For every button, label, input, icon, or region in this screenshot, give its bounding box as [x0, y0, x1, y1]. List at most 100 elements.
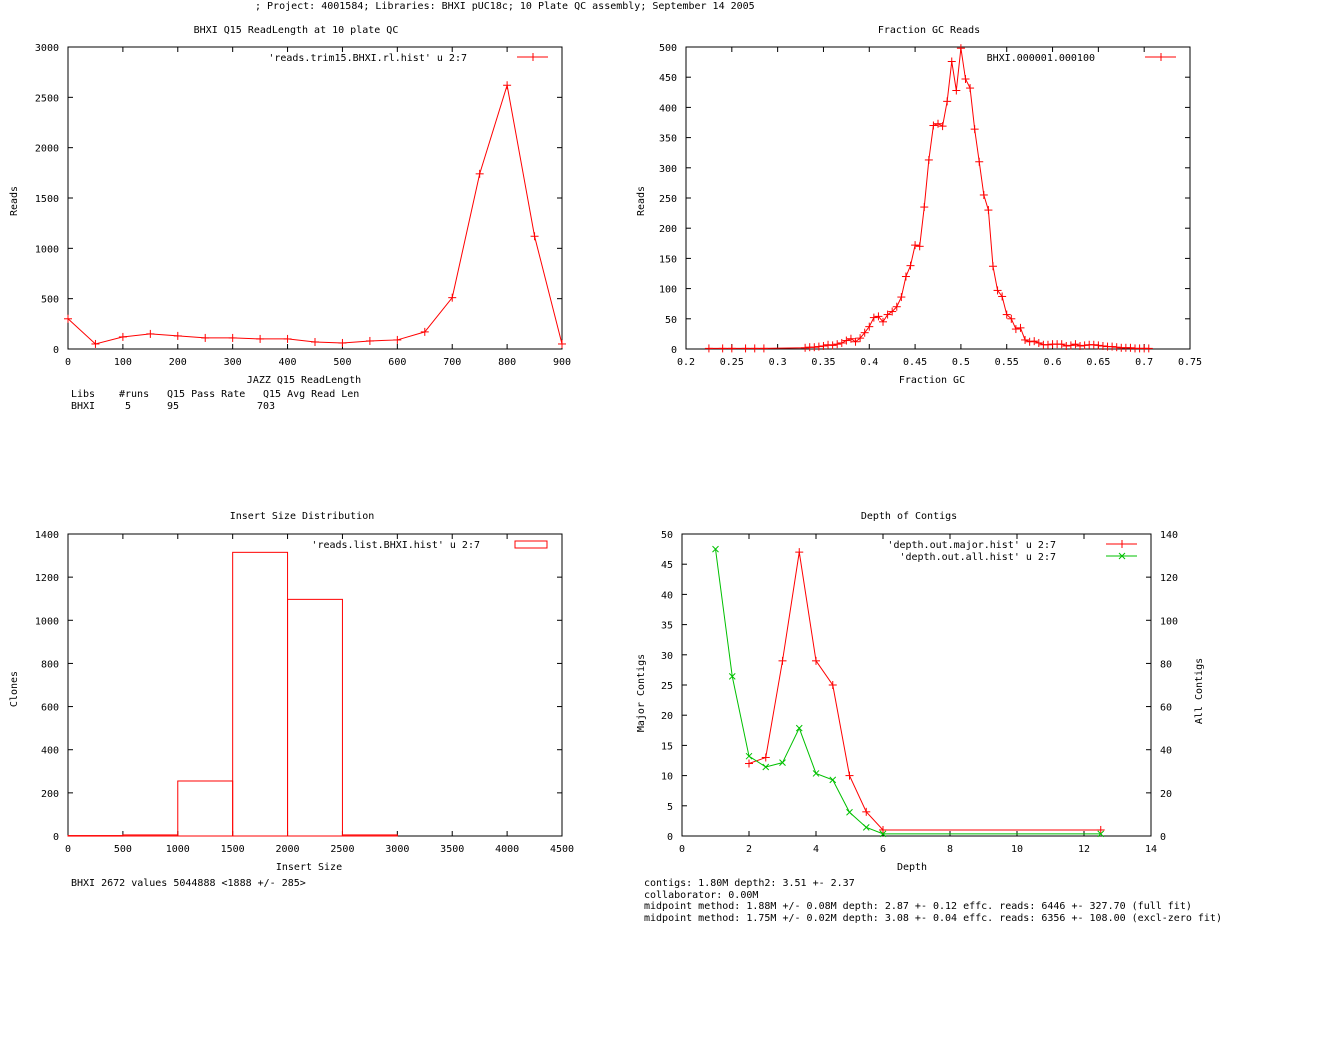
y-tick-label: 35 [661, 621, 673, 632]
x-axis-label: Depth [897, 862, 927, 873]
data-point [924, 155, 933, 164]
legend-label: 'reads.list.BHXI.hist' u 2:7 [311, 540, 480, 551]
data-point [91, 339, 100, 348]
data-point [1062, 341, 1071, 350]
stats-header-pass-rate: Q15 Pass Rate [167, 389, 245, 400]
x-tick-label: 4000 [495, 844, 519, 855]
y-tick-label: 15 [661, 741, 673, 752]
depth-stats-line-2: collaborator: 0.00M [644, 890, 758, 901]
data-point [860, 328, 869, 337]
data-point [201, 333, 210, 342]
data-point [173, 331, 182, 340]
data-point [879, 317, 888, 326]
data-point [888, 307, 897, 316]
depth-stats-line-1: contigs: 1.80M depth2: 3.51 +- 2.37 [644, 878, 855, 889]
y-tick-label: 400 [41, 746, 59, 757]
x-axis-label: Fraction GC [899, 375, 965, 386]
y-tick-label: 100 [659, 285, 677, 296]
y-tick-label: 350 [659, 134, 677, 145]
data-point [865, 322, 874, 331]
data-point [862, 824, 870, 831]
x-tick-label: 2 [746, 844, 752, 855]
data-point [970, 125, 979, 134]
data-point [1126, 343, 1135, 352]
data-point-d2 [829, 776, 837, 784]
data-point [1025, 337, 1034, 346]
y-tick-label: 45 [661, 560, 673, 571]
y-tick-label: 600 [41, 703, 59, 714]
y-tick-label: 0 [53, 345, 59, 356]
data-point [1011, 325, 1020, 334]
data-point [1016, 323, 1025, 332]
y-tick-label: 150 [659, 254, 677, 265]
stats-cell-runs: 5 [125, 401, 131, 412]
depth-stats-line-3: midpoint method: 1.88M +/- 0.08M depth: … [644, 901, 1192, 912]
y2-tick-label: 80 [1160, 659, 1172, 670]
chart-title: Insert Size Distribution [230, 511, 375, 522]
x-tick-label: 6 [880, 844, 886, 855]
x-tick-label: 900 [553, 357, 571, 368]
data-point [778, 656, 787, 665]
data-point [503, 81, 512, 90]
data-point [956, 44, 965, 53]
x-tick-label: 400 [279, 357, 297, 368]
data-point [901, 272, 910, 281]
data-point [979, 190, 988, 199]
x-tick-label: 0.2 [677, 357, 695, 368]
chart-fraction-gc: Fraction GC Reads Reads Fraction GC 0.2 0… [636, 25, 1202, 386]
data-point [1021, 335, 1030, 344]
data-point [795, 724, 803, 732]
data-point [833, 340, 842, 349]
data-point [988, 262, 997, 271]
data-point [529, 53, 537, 61]
data-point [704, 344, 713, 353]
y-tick-label: 1000 [35, 244, 59, 255]
data-point [869, 313, 878, 322]
x-tick-label: 2500 [330, 844, 354, 855]
data-point [1030, 337, 1039, 346]
stats-cell-lib: BHXI [71, 401, 95, 412]
data-point-d2 [862, 824, 870, 831]
x-tick-label: 3500 [440, 844, 464, 855]
data-point [810, 343, 819, 352]
plot-frame [685, 46, 1191, 350]
data-point [911, 241, 920, 250]
data-point [1112, 343, 1121, 352]
y-tick-label: 400 [659, 103, 677, 114]
data-point [812, 656, 820, 665]
data-point [961, 75, 970, 84]
y-tick-label: 25 [661, 681, 673, 692]
x-tick-label: 600 [388, 357, 406, 368]
y-tick-label: 200 [41, 789, 59, 800]
data-point [879, 830, 887, 838]
series-line [715, 549, 1101, 835]
data-point [762, 763, 770, 771]
data-point [915, 242, 924, 251]
chart-readlength: BHXI Q15 ReadLength at 10 plate QC Reads… [9, 25, 571, 412]
data-point [801, 343, 810, 352]
data-point-d2 [812, 770, 820, 777]
x-tick-label: 500 [333, 357, 351, 368]
y-tick-label: 0 [53, 832, 59, 843]
data-point [998, 292, 1007, 301]
data-point [934, 119, 942, 128]
x-tick-label: 1500 [221, 844, 245, 855]
series-line [748, 552, 1101, 831]
y2-tick-label: 60 [1160, 703, 1172, 714]
data-point-d2 [795, 724, 803, 732]
data-point-d2 [745, 752, 753, 760]
y-tick-label: 40 [661, 590, 673, 601]
y2-tick-label: 20 [1160, 789, 1172, 800]
data-point [283, 334, 292, 343]
y-tick-label: 50 [665, 315, 677, 326]
data-point [1057, 340, 1066, 349]
data-point [256, 334, 265, 343]
y-tick-label: 1000 [35, 616, 59, 627]
x-tick-label: 10 [1011, 844, 1023, 855]
x-tick-label: 0 [65, 357, 71, 368]
y-tick-label: 450 [659, 73, 677, 84]
data-point [1076, 341, 1085, 350]
histogram-bar [177, 780, 234, 837]
stats-header-libs: Libs [71, 389, 95, 400]
data-point-d2 [712, 545, 719, 553]
